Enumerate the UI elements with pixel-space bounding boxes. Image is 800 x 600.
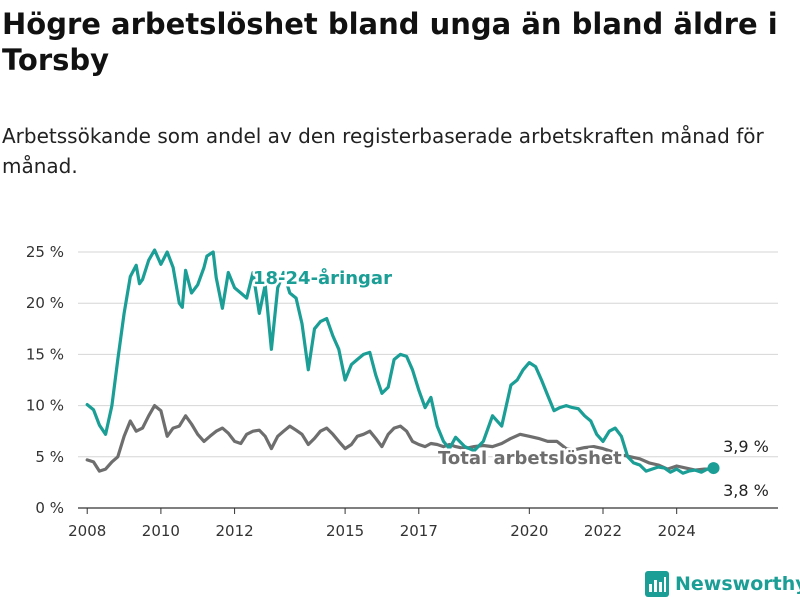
series-labels: 18-24-åringar Total arbetslöshet 3,9 % 3,8 … [251, 265, 769, 501]
chart-title: Högre arbetslöshet bland unga än bland ä… [2, 7, 778, 77]
y-axis: 0 % 5 % 10 % 15 % 20 % 25 % [26, 243, 64, 517]
y-tick-label: 15 % [26, 345, 64, 363]
y-tick-label: 20 % [26, 294, 64, 312]
series-line-total [85, 404, 716, 473]
brand-logo[interactable]: Newsworthy [645, 568, 800, 600]
x-tick-label: 2022 [584, 522, 622, 540]
y-tick-label: 10 % [26, 397, 64, 415]
series-label-total: Total arbetslöshet [438, 448, 622, 469]
x-tick-label: 2015 [326, 522, 364, 540]
series-lines [85, 248, 720, 475]
y-tick-label: 25 % [26, 243, 64, 261]
x-tick-label: 2024 [658, 522, 696, 540]
x-tick-label: 2017 [400, 522, 438, 540]
x-tick-label: 2012 [215, 522, 253, 540]
end-value-total: 3,8 % [723, 481, 769, 500]
chart-subtitle: Arbetssökande som andel av den registerb… [2, 124, 764, 178]
x-tick-label: 2010 [142, 522, 180, 540]
newsworthy-logo-icon [645, 571, 669, 597]
y-tick-label: 5 % [35, 448, 64, 466]
y-tick-label: 0 % [35, 499, 64, 517]
gridlines [78, 251, 778, 509]
series-line-youth [85, 248, 716, 475]
series-end-point [707, 462, 720, 475]
x-tick-label: 2020 [510, 522, 548, 540]
end-value-youth: 3,9 % [723, 437, 769, 456]
brand-name: Newsworthy [675, 573, 800, 595]
series-label-youth: 18-24-åringar [253, 267, 392, 289]
x-axis: 2008 2010 2012 2015 2017 2020 2022 2024 [68, 508, 696, 540]
x-tick-label: 2008 [68, 522, 106, 540]
